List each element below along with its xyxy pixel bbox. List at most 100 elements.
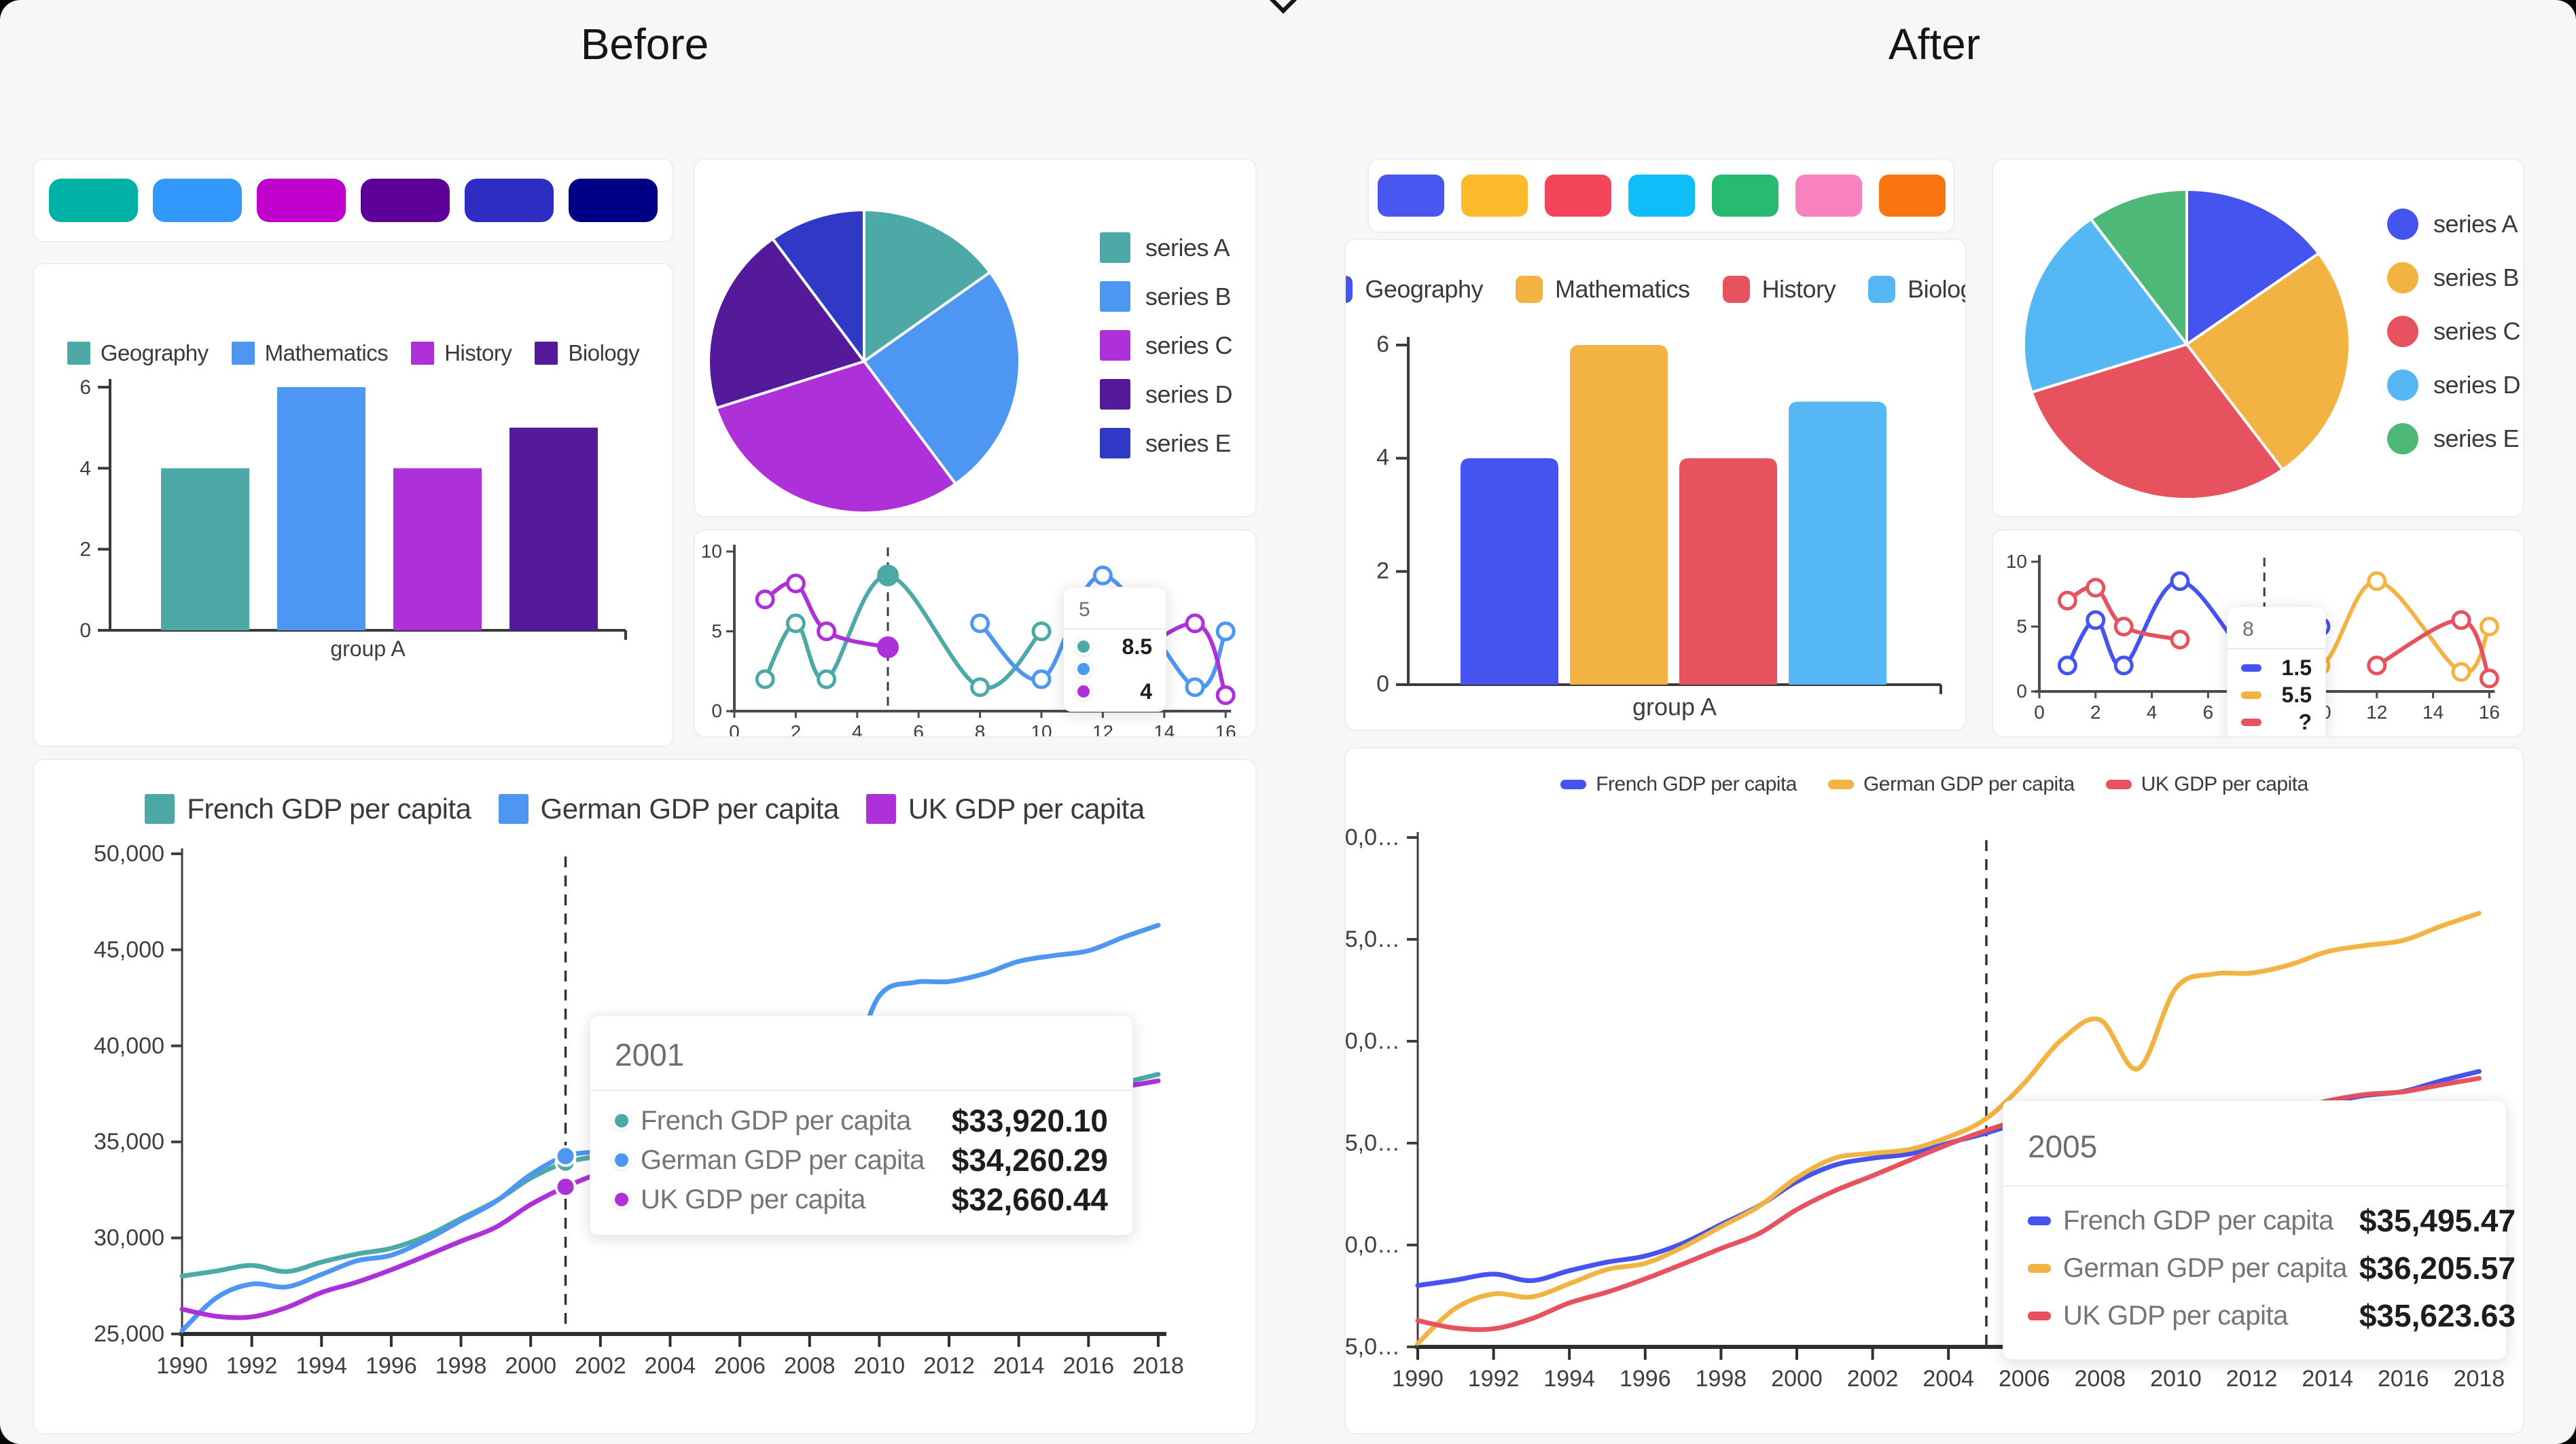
data-point[interactable] xyxy=(970,677,990,698)
after-bar-plot-canvas[interactable]: 0 2 4 6 group A xyxy=(1346,240,1965,729)
data-point[interactable] xyxy=(2113,617,2134,636)
data-point[interactable] xyxy=(2367,571,2387,592)
tooltip-divider xyxy=(590,1089,1132,1091)
active-data-point[interactable] xyxy=(554,1176,577,1198)
active-data-point[interactable] xyxy=(877,636,899,658)
data-point[interactable] xyxy=(2086,577,2106,598)
data-point[interactable] xyxy=(2367,655,2387,676)
y-tick-label: 10 xyxy=(2006,551,2027,572)
before-small-plot-canvas[interactable]: 0 2 4 6 8 10 12 14 16 0 5 10 xyxy=(695,530,1255,736)
data-point[interactable] xyxy=(1215,621,1236,641)
x-tick-label: 2008 xyxy=(784,1353,836,1379)
before-bar-legend: Geography Mathematics History Biology xyxy=(34,340,673,366)
legend-item-series-a[interactable]: series A xyxy=(1100,232,1230,263)
bar-history[interactable] xyxy=(393,468,482,630)
data-point[interactable] xyxy=(785,613,806,634)
legend-item-series-c[interactable]: series C xyxy=(1100,330,1233,361)
data-point[interactable] xyxy=(2170,630,2190,650)
pie-slice-series-E[interactable] xyxy=(2089,187,2188,346)
legend-item-history[interactable]: History xyxy=(411,340,512,366)
x-tick-label: 4 xyxy=(852,721,863,736)
before-pie-plot-canvas[interactable] xyxy=(695,160,1255,516)
bar-geography[interactable] xyxy=(1461,458,1558,685)
data-point[interactable] xyxy=(2170,571,2190,592)
legend-item-french-gdp-per-capita[interactable]: French GDP per capita xyxy=(145,793,471,825)
y-tick-label: 5 xyxy=(711,621,722,642)
data-point[interactable] xyxy=(2479,668,2499,689)
pie-slice-series-D[interactable] xyxy=(2022,217,2188,394)
data-point[interactable] xyxy=(2113,655,2134,676)
legend-item-series-a[interactable]: series A xyxy=(2387,209,2518,240)
before-bar-plot-canvas[interactable]: 0 2 4 6 group A xyxy=(34,264,673,746)
x-tick-label: 2018 xyxy=(1132,1353,1184,1379)
data-point[interactable] xyxy=(2057,590,2077,611)
data-point[interactable] xyxy=(2057,655,2077,676)
legend-item-series-c[interactable]: series C xyxy=(2387,316,2521,347)
data-point[interactable] xyxy=(1031,669,1052,689)
data-point[interactable] xyxy=(2479,617,2499,636)
tooltip-series-value: ? xyxy=(2298,709,2312,734)
data-point[interactable] xyxy=(970,613,990,634)
legend-marker-icon xyxy=(1100,428,1130,458)
pie-slice-series-D[interactable] xyxy=(707,237,865,410)
legend-item-history[interactable]: History xyxy=(1722,275,1836,304)
data-point[interactable] xyxy=(1092,565,1113,585)
legend-item-uk-gdp-per-capita[interactable]: UK GDP per capita xyxy=(2105,773,2308,796)
data-point[interactable] xyxy=(2086,610,2106,630)
tooltip-series-value: $32,660.44 xyxy=(951,1182,1108,1217)
legend-item-german-gdp-per-capita[interactable]: German GDP per capita xyxy=(1827,773,2075,796)
tooltip-series-marker-icon xyxy=(615,1193,628,1206)
bar-geography[interactable] xyxy=(161,468,249,630)
pie-slice-series-B[interactable] xyxy=(863,270,1021,486)
tooltip-row: UK GDP per capita $32,660.44 xyxy=(615,1182,1108,1217)
legend-item-uk-gdp-per-capita[interactable]: UK GDP per capita xyxy=(865,793,1145,825)
legend-item-geography[interactable]: Geography xyxy=(1346,275,1483,304)
pie-slice-series-A[interactable] xyxy=(863,209,992,363)
legend-item-biology[interactable]: Biology xyxy=(1868,275,1965,304)
y-tick-label: 45,000 xyxy=(94,937,164,962)
legend-marker-icon xyxy=(1722,276,1750,303)
bar-mathematics[interactable] xyxy=(277,387,365,630)
data-point[interactable] xyxy=(2451,610,2471,630)
data-point[interactable] xyxy=(755,590,775,609)
data-point[interactable] xyxy=(755,669,775,689)
legend-item-french-gdp-per-capita[interactable]: French GDP per capita xyxy=(1560,773,1797,796)
legend-item-mathematics[interactable]: Mathematics xyxy=(231,340,389,366)
bar-mathematics[interactable] xyxy=(1570,345,1668,685)
pie-slice-series-C[interactable] xyxy=(2030,343,2285,501)
legend-item-geography[interactable]: Geography xyxy=(67,340,209,366)
legend-item-series-b[interactable]: series B xyxy=(2387,262,2520,293)
legend-item-mathematics[interactable]: Mathematics xyxy=(1515,275,1690,304)
data-point[interactable] xyxy=(1031,621,1052,641)
x-tick-label: 2002 xyxy=(575,1353,626,1379)
legend-item-series-b[interactable]: series B xyxy=(1100,281,1232,312)
legend-item-series-d[interactable]: series D xyxy=(2387,369,2521,401)
data-point[interactable] xyxy=(817,621,837,641)
data-point[interactable] xyxy=(1215,685,1236,705)
active-data-point[interactable] xyxy=(877,564,899,587)
y-tick-label: 30,000 xyxy=(94,1225,164,1251)
after-pie-plot-canvas[interactable] xyxy=(1993,160,2523,516)
bar-biology[interactable] xyxy=(1789,401,1886,685)
legend-marker-icon xyxy=(498,794,529,824)
legend-item-series-d[interactable]: series D xyxy=(1100,379,1233,410)
pie-slice-series-A[interactable] xyxy=(2185,188,2321,346)
bar-history[interactable] xyxy=(1679,458,1777,685)
data-point[interactable] xyxy=(785,573,806,594)
data-point[interactable] xyxy=(817,669,837,689)
pie-slice-series-E[interactable] xyxy=(771,209,865,363)
legend-item-series-e[interactable]: series E xyxy=(1100,428,1232,458)
palette-swatch xyxy=(465,179,554,222)
active-data-point[interactable] xyxy=(554,1145,577,1168)
legend-item-biology[interactable]: Biology xyxy=(535,340,640,366)
legend-item-series-e[interactable]: series E xyxy=(2387,423,2520,454)
data-point[interactable] xyxy=(1185,613,1205,634)
pie-slice-series-B[interactable] xyxy=(2185,252,2352,471)
bar-biology[interactable] xyxy=(509,427,598,630)
data-point[interactable] xyxy=(2451,662,2471,682)
data-point[interactable] xyxy=(1185,677,1205,698)
pie-slice-series-C[interactable] xyxy=(715,360,957,514)
legend-item-german-gdp-per-capita[interactable]: German GDP per capita xyxy=(498,793,839,825)
tooltip-row: German GDP per capita $36,205.57 xyxy=(2028,1250,2516,1286)
x-tick-label: 6 xyxy=(2203,702,2214,723)
